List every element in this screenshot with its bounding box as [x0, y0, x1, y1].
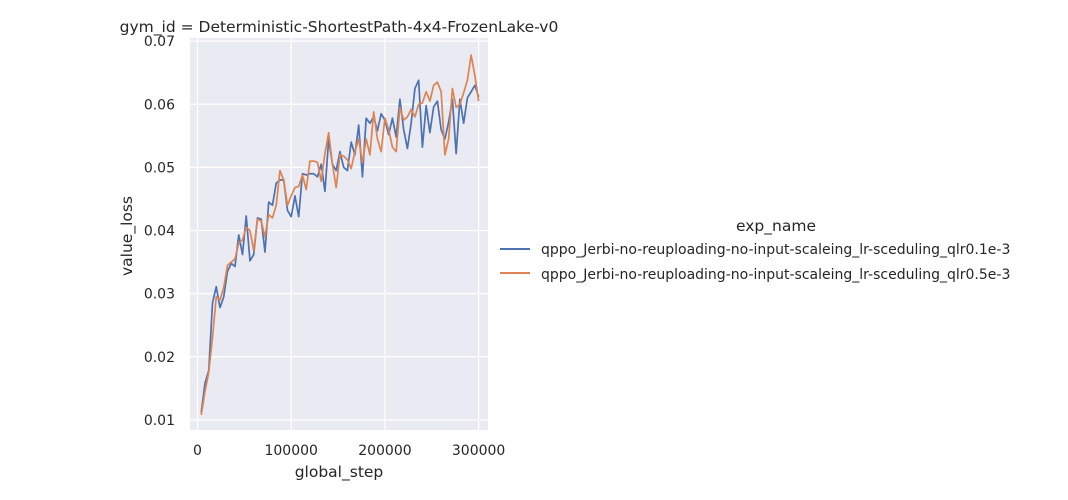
y-tick-label: 0.07	[144, 34, 175, 50]
y-tick-label: 0.03	[144, 287, 175, 303]
y-tick-label: 0.01	[144, 413, 175, 429]
legend-title: exp_name	[736, 217, 816, 236]
y-tick-labels: 0.01 0.02 0.03 0.04 0.05 0.06 0.07	[144, 34, 175, 429]
series-lines	[200, 54, 480, 415]
legend-label-series-0: qppo_Jerbi-no-reuploading-no-input-scale…	[541, 242, 1010, 258]
y-tick-label: 0.06	[144, 97, 175, 113]
x-axis-label: global_step	[295, 463, 384, 482]
y-tick-label: 0.05	[144, 160, 175, 176]
y-tick-label: 0.02	[144, 350, 175, 366]
x-tick-label: 0	[193, 443, 202, 459]
y-axis-label: value_loss	[118, 196, 137, 276]
x-tick-label: 300000	[452, 443, 505, 459]
series-line-0	[200, 79, 480, 413]
series-line-1	[200, 54, 480, 415]
legend: exp_name qppo_Jerbi-no-reuploading-no-in…	[500, 217, 1010, 283]
legend-label-series-1: qppo_Jerbi-no-reuploading-no-input-scale…	[541, 267, 1010, 283]
x-tick-label: 100000	[264, 443, 317, 459]
x-tick-labels: 0 100000 200000 300000	[193, 443, 505, 459]
facet-title: gym_id = Deterministic-ShortestPath-4x4-…	[120, 18, 559, 37]
plot-background	[190, 38, 488, 430]
x-tick-label: 200000	[358, 443, 411, 459]
y-tick-label: 0.04	[144, 224, 175, 240]
